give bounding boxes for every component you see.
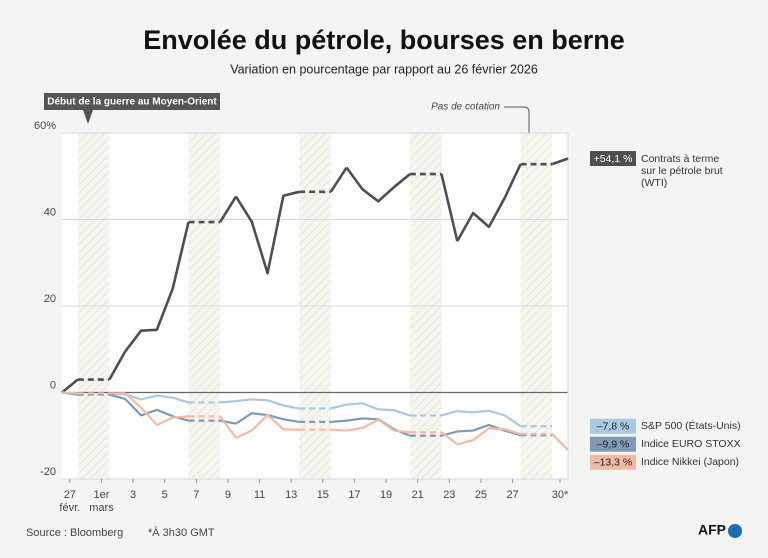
series-line-connector	[441, 410, 458, 417]
end-label-box	[590, 436, 636, 452]
series-line	[124, 393, 189, 404]
x-tick-label: 30*	[552, 489, 569, 501]
x-tick-label: 11	[254, 489, 265, 501]
source: Source : Bloomberg	[26, 527, 123, 539]
x-tick-label-line: 30*	[552, 489, 569, 501]
logo-dot	[728, 524, 742, 538]
y-tick-label: 20	[44, 293, 56, 305]
series-line	[457, 423, 521, 437]
y-tick-label: -20	[40, 466, 56, 478]
annotation-box	[44, 93, 220, 110]
series-line-connector	[440, 431, 458, 446]
logo: AFP	[698, 522, 726, 538]
series-line-connector	[551, 157, 569, 166]
series-line-connector	[108, 350, 127, 381]
x-tick-label-line: 7	[193, 489, 199, 501]
x-tick-label: 25	[475, 489, 487, 501]
legend-label: Indice Nikkei (Japon)	[641, 456, 740, 469]
x-tick-label: 3	[130, 489, 136, 501]
end-label-box	[590, 151, 636, 167]
series-line	[235, 413, 300, 439]
series-line	[456, 163, 522, 242]
x-tick-label-line: 27	[506, 489, 518, 501]
annotation-pointer	[83, 110, 93, 124]
x-tick-label-line: 9	[225, 489, 231, 501]
legend-label: Indice EURO STOXX	[641, 438, 741, 451]
series-line-connector	[440, 173, 459, 242]
y-tick-label: 60%	[34, 120, 56, 132]
x-tick-label: 9	[225, 489, 231, 501]
end-label: –9,9 %	[597, 439, 630, 451]
annotation: Pas de cotation	[431, 102, 500, 113]
series-line	[457, 409, 522, 428]
series-line	[124, 221, 190, 353]
x-tick-label-line: mars	[89, 502, 114, 514]
series-line-connector	[219, 195, 238, 223]
x-tick-label-line: 21	[412, 489, 424, 501]
x-tick-label-line: févr.	[59, 502, 80, 514]
end-label: –7,8 %	[597, 421, 630, 433]
x-tick-label-line: 23	[443, 489, 455, 501]
chart-title: Envolée du pétrole, bourses en berne	[143, 25, 625, 55]
annotation-leader	[504, 106, 530, 143]
x-tick-label-line: 19	[380, 489, 392, 501]
end-label: –13,3 %	[594, 457, 633, 469]
x-tick-label: 27 févr.	[59, 489, 80, 514]
series-line	[235, 398, 300, 410]
series-line-connector	[109, 393, 126, 401]
series-line-connector	[330, 428, 347, 432]
x-tick-label: 19	[380, 489, 392, 501]
end-label-box	[590, 418, 636, 434]
x-tick-label: 1er mars	[89, 489, 114, 514]
series-line-connector	[329, 166, 348, 193]
series-line	[61, 391, 78, 395]
series-line	[345, 166, 411, 203]
x-tick-label-line: 13	[285, 489, 297, 501]
series-line	[346, 402, 411, 417]
x-tick-label-line: 25	[475, 489, 487, 501]
x-tick-label: 15	[317, 489, 329, 501]
series-line	[234, 190, 300, 275]
series-line-connector	[220, 400, 237, 404]
x-tick-label-line: 1er	[93, 489, 109, 501]
series-line	[124, 392, 189, 427]
y-tick-label: 0	[50, 379, 56, 391]
x-tick-label: 21	[412, 489, 424, 501]
series-line	[457, 427, 521, 446]
series-line	[61, 378, 79, 394]
x-tick-label-line: 5	[162, 489, 168, 501]
series-line-connector	[551, 433, 569, 451]
x-tick-label-line: 17	[348, 489, 360, 501]
x-tick-label: 13	[285, 489, 297, 501]
end-label-box	[590, 454, 636, 470]
legend-label: S&P 500 (États-Unis)	[641, 420, 741, 433]
note: *À 3h30 GMT	[148, 526, 215, 539]
x-tick-label: 17	[348, 489, 360, 501]
series-line	[346, 418, 410, 434]
x-tick-label-line: 3	[130, 489, 136, 501]
x-tick-label-line: 15	[317, 489, 329, 501]
series-line-connector	[330, 419, 347, 424]
x-tick-label: 23	[443, 489, 455, 501]
x-tick-label: 5	[162, 489, 168, 501]
end-label: +54,1 %	[594, 153, 633, 165]
annotation: Début de la guerre au Moyen-Orient	[47, 97, 217, 108]
x-tick-label-line: 27	[64, 489, 76, 501]
x-tick-label: 7	[193, 489, 199, 501]
series-line-connector	[330, 403, 347, 410]
series-line-connector	[219, 415, 237, 439]
x-tick-label-line: 11	[254, 489, 265, 501]
y-tick-label: 40	[44, 206, 56, 218]
legend-label: Contrats à terme sur le pétrole brut (WT…	[641, 152, 723, 189]
chart-subtitle: Variation en pourcentage par rapport au …	[230, 62, 538, 76]
x-tick-label: 27	[506, 489, 518, 501]
